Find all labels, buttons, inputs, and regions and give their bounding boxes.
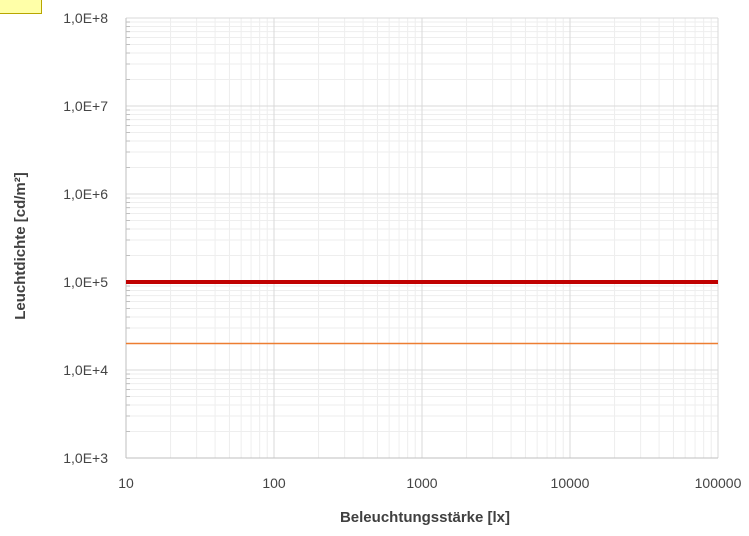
x-tick-label: 100 — [262, 475, 286, 491]
y-tick-label: 1,0E+5 — [63, 274, 108, 290]
series-layer — [126, 280, 718, 345]
y-tick-label: 1,0E+4 — [63, 362, 108, 378]
x-tick-label: 100000 — [695, 475, 742, 491]
corner-note-box — [0, 0, 42, 14]
tick-labels: 10 100 1000 10000 100000 1,0E+3 1,0E+4 1,0E+5 1,… — [63, 10, 741, 491]
grid — [125, 17, 719, 459]
x-axis-title: Beleuchtungsstärke [lx] — [340, 509, 510, 526]
y-tick-label: 1,0E+6 — [63, 186, 108, 202]
y-axis-title: Leuchtdichte [cd/m²] — [12, 172, 29, 320]
y-tick-label: 1,0E+8 — [63, 10, 108, 26]
x-tick-label: 10000 — [551, 475, 590, 491]
y-tick-label: 1,0E+3 — [63, 450, 108, 466]
x-tick-label: 1000 — [406, 475, 437, 491]
x-tick-label: 10 — [118, 475, 134, 491]
y-tick-label: 1,0E+7 — [63, 98, 108, 114]
